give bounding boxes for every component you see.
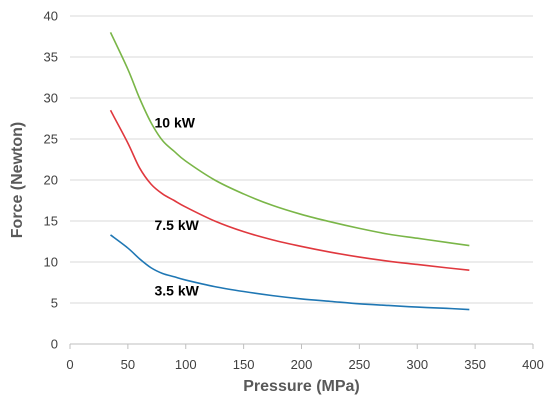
series-label-10-kw: 10 kW (154, 115, 195, 131)
y-tick-label: 15 (44, 214, 58, 229)
series-line-3-5-kw (110, 234, 470, 311)
annotations: 10 kW 7.5 kW 3.5 kW (154, 115, 199, 299)
x-tick-label: 350 (464, 357, 486, 372)
x-tick-label: 250 (349, 357, 371, 372)
y-tick-label: 30 (44, 91, 58, 106)
grid (70, 15, 533, 304)
series-label-3-5-kw: 3.5 kW (154, 283, 199, 299)
y-tick-label: 0 (51, 337, 58, 352)
x-tick-label: 150 (233, 357, 255, 372)
series-label-7-5-kw: 7.5 kW (154, 217, 199, 233)
x-axis-title: Pressure (MPa) (243, 378, 360, 395)
y-tick-label: 25 (44, 132, 58, 147)
x-tick-label: 100 (175, 357, 197, 372)
x-tick-label: 300 (406, 357, 428, 372)
y-axis-title: Force (Newton) (9, 122, 26, 238)
x-tick-label: 0 (66, 357, 73, 372)
y-tick-label: 10 (44, 255, 58, 270)
x-tick-label: 50 (121, 357, 135, 372)
y-tick-label: 40 (44, 9, 58, 24)
series (109, 32, 470, 311)
y-tick-label: 5 (51, 296, 58, 311)
series-line-7-5-kw (109, 109, 470, 271)
x-tick-label: 200 (291, 357, 313, 372)
y-tick-label: 35 (44, 50, 58, 65)
series-line-10-kw (109, 32, 470, 247)
x-tick-label: 400 (522, 357, 544, 372)
y-tick-label: 20 (44, 173, 58, 188)
